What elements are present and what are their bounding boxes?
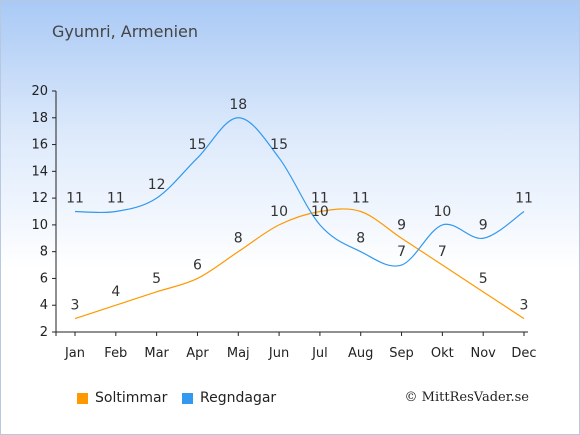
legend-item-regndagar: Regndagar	[182, 390, 276, 406]
data-label-soltimmar: 8	[234, 231, 243, 247]
x-tick-label: Jan	[64, 346, 85, 361]
x-tick-label: Nov	[470, 346, 496, 361]
y-tick-label: 18	[31, 111, 48, 126]
data-label-soltimmar: 6	[193, 257, 202, 273]
y-tick-label: 6	[40, 271, 48, 286]
data-label-soltimmar: 5	[152, 271, 161, 287]
y-tick-label: 16	[31, 138, 48, 153]
y-tick-label: 14	[31, 164, 48, 179]
series-line-soltimmar	[74, 208, 525, 320]
data-label-soltimmar: 5	[479, 271, 488, 287]
data-label-regndagar: 8	[356, 231, 365, 247]
x-tick-label: Sep	[389, 346, 414, 361]
data-label-regndagar: 11	[66, 191, 84, 207]
y-tick-label: 4	[40, 298, 48, 313]
data-label-soltimmar: 7	[438, 244, 447, 260]
x-tick-label: Maj	[227, 346, 250, 361]
data-label-soltimmar: 11	[352, 191, 370, 207]
data-label-regndagar: 12	[148, 177, 166, 193]
data-label-regndagar: 15	[270, 137, 288, 153]
y-tick-label: 8	[40, 245, 48, 260]
y-tick-label: 10	[31, 218, 48, 233]
y-tick-label: 2	[40, 325, 48, 340]
data-label-regndagar: 7	[397, 244, 406, 260]
x-tick-label: Mar	[144, 346, 169, 361]
data-label-regndagar: 9	[479, 217, 488, 233]
x-tick-label: Feb	[104, 346, 127, 361]
data-label-regndagar: 11	[107, 191, 125, 207]
legend-swatch-soltimmar	[77, 392, 88, 404]
data-label-soltimmar: 10	[270, 204, 288, 220]
data-label-regndagar: 15	[189, 137, 207, 153]
chart-title: Gyumri, Armenien	[52, 22, 199, 41]
data-label-regndagar: 10	[311, 204, 329, 220]
y-tick-label: 20	[31, 84, 48, 99]
x-tick-label: Apr	[186, 346, 209, 361]
x-tick-label: Dec	[511, 346, 536, 361]
legend-label-regndagar: Regndagar	[200, 390, 277, 406]
copyright-text: © MittResVader.se	[404, 390, 529, 405]
data-label-soltimmar: 9	[397, 217, 406, 233]
y-tick-label: 12	[31, 191, 48, 206]
x-tick-label: Jun	[268, 346, 289, 361]
data-label-soltimmar: 11	[311, 191, 329, 207]
x-tick-label: Jul	[311, 346, 328, 361]
data-label-regndagar: 18	[229, 97, 247, 113]
x-tick-label: Aug	[348, 346, 373, 361]
data-label-regndagar: 11	[515, 191, 533, 207]
data-label-soltimmar: 3	[71, 298, 80, 314]
data-label-regndagar: 10	[433, 204, 451, 220]
legend-label-soltimmar: Soltimmar	[95, 390, 168, 406]
legend-swatch-regndagar	[182, 392, 193, 404]
series-line-regndagar	[74, 117, 525, 267]
legend-item-soltimmar: Soltimmar	[77, 390, 167, 406]
x-tick-label: Okt	[431, 346, 454, 361]
data-label-soltimmar: 4	[111, 284, 120, 300]
data-label-soltimmar: 3	[520, 298, 529, 314]
